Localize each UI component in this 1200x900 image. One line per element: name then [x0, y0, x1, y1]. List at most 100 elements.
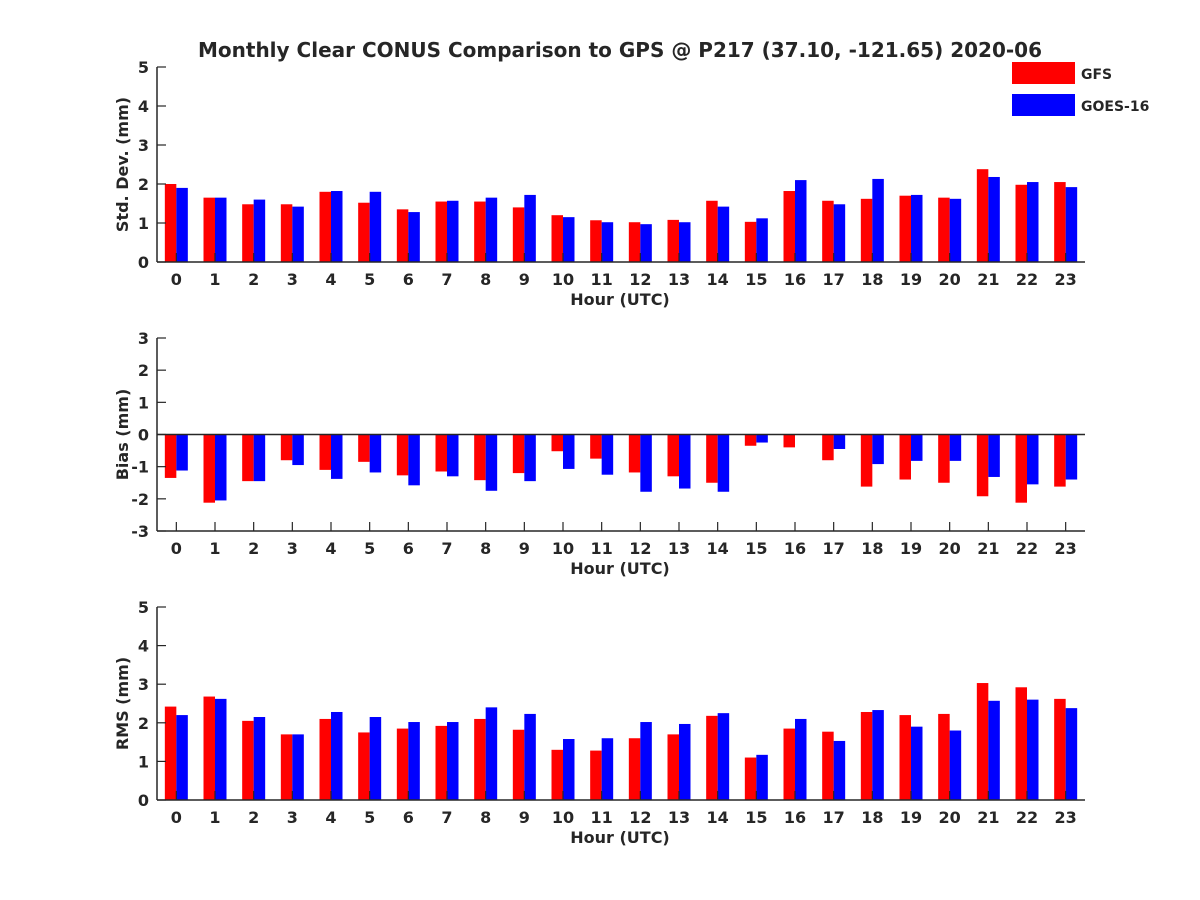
bias-xtick-label: 1 [209, 539, 220, 558]
bias-bar-goes-16-h17 [833, 434, 846, 449]
bias-bar-goes-16-h5 [369, 434, 382, 473]
std-bar-gfs-h19 [899, 195, 911, 262]
std-bar-gfs-h15 [744, 221, 757, 262]
bias-bar-goes-16-h6 [408, 434, 420, 486]
std-bar-goes-16-h15 [756, 218, 768, 262]
bias-bar-gfs-h1 [203, 434, 215, 503]
bias-ytick-label: -3 [131, 522, 149, 541]
std-bar-goes-16-h0 [176, 187, 188, 262]
std-bar-gfs-h3 [280, 204, 293, 262]
rms-xtick-label: 13 [668, 808, 690, 827]
bias-xtick-label: 18 [861, 539, 883, 558]
rms-bar-goes-16-h18 [872, 710, 884, 800]
bias-xtick-label: 7 [441, 539, 452, 558]
bias-bar-goes-16-h7 [447, 434, 459, 477]
rms-bar-goes-16-h11 [601, 738, 614, 800]
bias-bar-gfs-h19 [899, 434, 911, 480]
bias-ytick-label: -1 [131, 458, 149, 477]
rms-ytick-label: 5 [138, 598, 149, 617]
bias-ytick-label: 2 [138, 361, 149, 380]
bias-bar-goes-16-h20 [949, 434, 962, 461]
bias-xtick-label: 2 [248, 539, 259, 558]
std-bar-gfs-h13 [667, 219, 679, 262]
rms-xtick-label: 9 [519, 808, 530, 827]
rms-bar-gfs-h1 [203, 696, 215, 800]
bias-bar-goes-16-h19 [911, 434, 923, 461]
bias-xtick-label: 4 [325, 539, 336, 558]
std-bar-gfs-h5 [358, 202, 370, 262]
std-bar-goes-16-h2 [253, 199, 266, 262]
std-xtick-label: 13 [668, 270, 690, 289]
rms-bar-gfs-h13 [667, 734, 679, 800]
std-xtick-label: 21 [977, 270, 999, 289]
std-ytick-label: 5 [138, 58, 149, 77]
std-bar-gfs-h8 [474, 201, 486, 262]
std-xtick-label: 15 [745, 270, 767, 289]
std-bar-gfs-h4 [319, 191, 331, 262]
bias-ylabel: Bias (mm) [113, 389, 132, 481]
std-bar-gfs-h9 [512, 207, 525, 262]
rms-xtick-label: 21 [977, 808, 999, 827]
std-xtick-label: 10 [552, 270, 574, 289]
bias-xtick-label: 12 [629, 539, 651, 558]
std-bar-goes-16-h18 [872, 178, 884, 262]
bias-xtick-label: 8 [480, 539, 491, 558]
bias-xtick-label: 10 [552, 539, 574, 558]
bias-bar-goes-16-h18 [872, 434, 884, 465]
rms-bar-goes-16-h16 [795, 718, 807, 800]
bias-bar-gfs-h8 [474, 434, 486, 481]
std-bar-gfs-h17 [822, 200, 834, 262]
rms-xtick-label: 7 [441, 808, 452, 827]
bias-ytick-label: -2 [131, 490, 149, 509]
std-bar-goes-16-h12 [640, 224, 652, 262]
rms-bar-gfs-h23 [1054, 698, 1066, 800]
bias-bar-gfs-h7 [435, 434, 447, 472]
std-xlabel: Hour (UTC) [570, 290, 670, 309]
std-bar-goes-16-h4 [331, 191, 343, 262]
rms-bar-gfs-h17 [822, 731, 834, 800]
bias-xtick-label: 20 [939, 539, 961, 558]
rms-bar-goes-16-h9 [524, 713, 536, 800]
std-xtick-label: 22 [1016, 270, 1038, 289]
bias-xtick-label: 17 [823, 539, 845, 558]
std-bar-goes-16-h9 [524, 194, 536, 262]
rms-xtick-label: 10 [552, 808, 574, 827]
bias-xtick-label: 22 [1016, 539, 1038, 558]
bias-bar-gfs-h21 [976, 434, 989, 497]
bias-xtick-label: 0 [171, 539, 182, 558]
rms-xtick-label: 19 [900, 808, 922, 827]
std-xtick-label: 1 [209, 270, 220, 289]
bias-bar-gfs-h12 [628, 434, 641, 473]
std-bar-goes-16-h17 [833, 204, 846, 262]
legend-swatch-goes-16 [1012, 94, 1075, 116]
std-xtick-label: 19 [900, 270, 922, 289]
std-xtick-label: 18 [861, 270, 883, 289]
std-bar-gfs-h6 [396, 209, 409, 262]
std-bar-gfs-h1 [203, 197, 215, 262]
std-bar-gfs-h20 [938, 197, 950, 262]
bias-bar-goes-16-h13 [679, 434, 691, 489]
bias-bar-gfs-h14 [706, 434, 718, 483]
rms-bar-goes-16-h10 [563, 739, 575, 800]
std-xtick-label: 5 [364, 270, 375, 289]
std-xtick-label: 17 [823, 270, 845, 289]
rms-bar-goes-16-h14 [717, 713, 730, 800]
std-xtick-label: 4 [325, 270, 336, 289]
bias-bar-gfs-h3 [280, 434, 293, 461]
legend-label-goes-16: GOES-16 [1081, 99, 1149, 115]
std-xtick-label: 0 [171, 270, 182, 289]
bias-bar-gfs-h10 [551, 434, 563, 452]
bias-xtick-label: 11 [591, 539, 613, 558]
rms-bar-gfs-h0 [164, 706, 177, 800]
rms-bar-goes-16-h2 [253, 717, 266, 800]
bias-bar-goes-16-h9 [524, 434, 536, 482]
bias-bar-goes-16-h3 [292, 434, 304, 466]
rms-bar-gfs-h14 [706, 715, 718, 800]
rms-bar-gfs-h18 [860, 711, 873, 800]
std-bar-goes-16-h6 [408, 212, 420, 262]
bias-bar-gfs-h18 [860, 434, 873, 487]
std-ytick-label: 0 [138, 253, 149, 272]
std-bar-goes-16-h21 [988, 176, 1000, 262]
bias-bar-goes-16-h14 [717, 434, 730, 492]
